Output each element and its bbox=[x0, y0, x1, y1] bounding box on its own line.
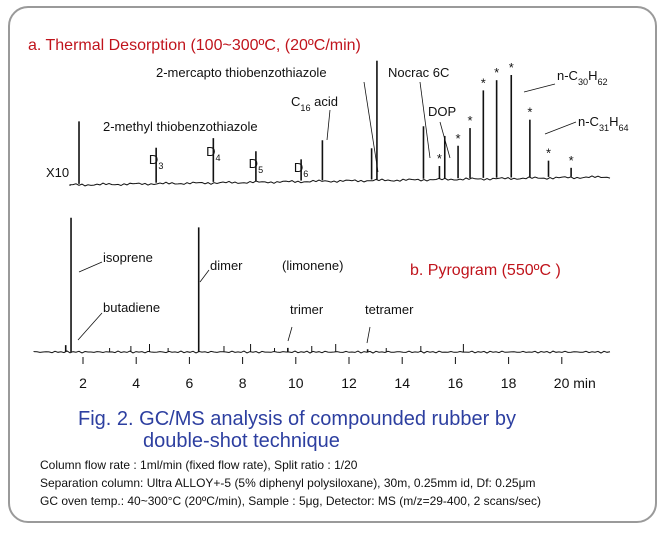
peak-labels-pyrogram: isoprene butadiene dimer (limonene) trimer te… bbox=[77, 250, 414, 344]
peak-label-c16-acid: C16 acid bbox=[291, 94, 338, 113]
peak-label-butadiene: butadiene bbox=[103, 300, 160, 315]
peak-a-14-marker: * bbox=[494, 65, 499, 80]
peak-labels-thermal-desorption: * * * * * * * * * D3 D4 D5 D6 2-methyl thiobenzothiaz… bbox=[103, 60, 629, 179]
chart-title-pyrogram: b. Pyrogram (550ºC ) bbox=[410, 262, 561, 279]
x-tick-label-14: 14 bbox=[394, 375, 410, 391]
peaks-thermal-desorption bbox=[78, 60, 572, 184]
leader-line-b-3 bbox=[287, 326, 293, 342]
peak-a-18-marker: * bbox=[569, 153, 574, 168]
chart-title-thermal-desorption: a. Thermal Desorption (100~300ºC, (20ºC/… bbox=[28, 37, 361, 54]
figure-frame bbox=[8, 6, 657, 523]
peak-label-d6: D6 bbox=[294, 160, 308, 179]
leader-line-b-1 bbox=[77, 312, 103, 341]
peak-label-n-c30h62: n-C30H62 bbox=[557, 68, 608, 87]
caption-line-1: Fig. 2. GC/MS analysis of compounded rub… bbox=[78, 408, 516, 430]
x-tick-label-20: 20 min bbox=[554, 375, 596, 391]
note-separation-column: Separation column: Ultra ALLOY+-5 (5% di… bbox=[40, 476, 536, 490]
leader-line-a-2 bbox=[419, 81, 431, 159]
baseline-pyrogram bbox=[33, 350, 611, 354]
peak-a-16-marker: * bbox=[527, 105, 532, 120]
leader-line-b-2 bbox=[199, 269, 210, 283]
peak-label-isoprene: isoprene bbox=[103, 250, 153, 265]
peak-a-10-marker: * bbox=[437, 151, 442, 166]
peak-a-12-marker: * bbox=[467, 113, 472, 128]
peak-label-dop: DOP bbox=[428, 104, 456, 119]
note-column-flow: Column flow rate : 1ml/min (fixed flow r… bbox=[40, 458, 358, 472]
peak-label-trimer: trimer bbox=[290, 302, 324, 317]
leader-line-b-4 bbox=[366, 326, 371, 344]
baseline-thermal-desorption bbox=[69, 175, 611, 187]
leader-line-a-0 bbox=[326, 109, 331, 141]
peak-label-dimer: dimer bbox=[210, 258, 243, 273]
x-tick-label-8: 8 bbox=[239, 375, 247, 391]
peaks-pyrogram bbox=[64, 217, 464, 352]
leader-line-a-4 bbox=[523, 83, 556, 93]
peak-a-13-marker: * bbox=[481, 75, 486, 90]
x-tick-label-2: 2 bbox=[79, 375, 87, 391]
peak-label-d3: D3 bbox=[149, 152, 163, 171]
note-oven-temp: GC oven temp.: 40~300°C (20ºC/min), Samp… bbox=[40, 494, 541, 508]
x-tick-label-4: 4 bbox=[132, 375, 140, 391]
peak-a-17-marker: * bbox=[546, 146, 551, 161]
peak-label-d4: D4 bbox=[206, 144, 220, 163]
peak-label-limonene: (limonene) bbox=[282, 258, 343, 273]
peak-label-n-c31h64: n-C31H64 bbox=[578, 114, 629, 133]
leader-line-a-1 bbox=[363, 81, 379, 173]
peak-label-d5: D5 bbox=[249, 156, 263, 175]
peak-a-15-marker: * bbox=[509, 60, 514, 75]
peak-a-11-marker: * bbox=[456, 131, 461, 146]
x-tick-label-6: 6 bbox=[186, 375, 194, 391]
peak-label-2-methyl-thiobenzothiazole: 2-methyl thiobenzothiazole bbox=[103, 119, 258, 134]
peak-label-nocrac-6c: Nocrac 6C bbox=[388, 65, 449, 80]
peak-label-2-mercapto-thiobenzothiazole: 2-mercapto thiobenzothiazole bbox=[156, 65, 327, 80]
x-tick-label-16: 16 bbox=[448, 375, 464, 391]
leader-line-a-5 bbox=[544, 121, 577, 135]
x-tick-label-10: 10 bbox=[288, 375, 304, 391]
x-tick-label-12: 12 bbox=[341, 375, 357, 391]
x-tick-label-18: 18 bbox=[501, 375, 517, 391]
leader-line-b-0 bbox=[78, 261, 103, 273]
leader-line-a-3 bbox=[439, 121, 451, 159]
caption-line-2: double-shot technique bbox=[143, 430, 340, 452]
x-axis: 2 4 6 8 10 12 14 16 18 20 min bbox=[79, 357, 596, 391]
peak-label-tetramer: tetramer bbox=[365, 302, 414, 317]
scale-label: X10 bbox=[46, 165, 69, 180]
